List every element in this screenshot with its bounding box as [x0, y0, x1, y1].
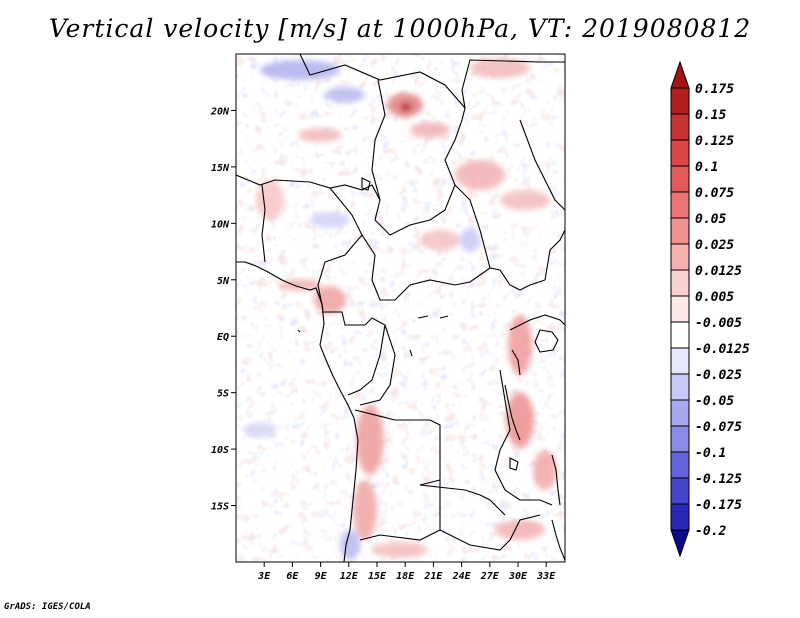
coastlines-and-borders — [236, 54, 565, 562]
colorbar-segment — [670, 477, 690, 505]
lon-tick-label: 9E — [315, 571, 328, 582]
colorbar-label: 0.025 — [695, 238, 734, 253]
border-drc-east — [494, 369, 521, 501]
colorbar-label: -0.05 — [695, 394, 734, 409]
lake-mweru — [509, 457, 519, 471]
colorbar-label: -0.025 — [695, 368, 742, 383]
border-chad-east — [371, 79, 386, 201]
coastline-west-africa — [236, 261, 359, 562]
border-east-lakes — [509, 314, 565, 331]
colorbar-label: -0.175 — [695, 498, 742, 513]
colorbar-label: 0.0125 — [695, 264, 742, 279]
colorbar-segment — [670, 503, 690, 531]
colorbar-label: 0.1 — [695, 160, 718, 175]
map-frame — [235, 53, 566, 563]
border-zambia-south — [359, 480, 441, 541]
border-congo-gabon — [322, 311, 386, 396]
lake-chad — [361, 177, 371, 191]
coastline-east — [551, 519, 565, 561]
border-tz-zambia — [520, 499, 553, 506]
colorbar-label: 0.05 — [695, 212, 726, 227]
colorbar-segment — [670, 373, 690, 401]
lat-tick-label: 15N — [211, 163, 230, 174]
colorbar-label: 0.075 — [695, 186, 734, 201]
border-east-africa — [544, 229, 565, 281]
map-axes: 20N 15N 10N 5N EQ 5S 10S 15S 3E 6E 9E 12E 15E 18E 21E 2… — [210, 106, 556, 582]
colorbar-segment — [670, 191, 690, 219]
colorbar-segment — [670, 139, 690, 167]
colorbar-label: -0.005 — [695, 316, 742, 331]
velocity-anomaly-patches — [244, 58, 557, 560]
lake-malawi — [551, 454, 561, 506]
lake-victoria — [534, 329, 559, 353]
colorbar-segment — [670, 113, 690, 141]
colorbar-label: -0.0125 — [695, 342, 750, 357]
colorbar: 0.175 0.15 0.125 0.1 0.075 0.05 0.025 0.0125 0.0… — [670, 60, 750, 558]
colorbar-segment — [670, 165, 690, 193]
border-horn — [519, 119, 565, 211]
lat-tick-label: EQ — [217, 332, 229, 343]
lat-tick-label: 20N — [210, 106, 230, 117]
lat-tick-label: 5S — [217, 389, 229, 400]
plot-area — [236, 54, 565, 562]
colorbar-segment — [670, 243, 690, 271]
border-cameroon — [317, 187, 363, 311]
map-title: Vertical velocity [m/s] at 1000hPa, VT: … — [48, 14, 752, 43]
colorbar-label: -0.075 — [695, 420, 742, 435]
colorbar-label: -0.2 — [695, 524, 726, 539]
lake-albert — [511, 349, 521, 376]
border-ethiopia — [461, 59, 565, 109]
colorbar-top-arrow — [670, 60, 690, 89]
colorbar-segment — [670, 295, 690, 323]
colorbar-segment — [670, 451, 690, 479]
lon-tick-label: 30E — [508, 571, 528, 582]
border-sahel — [236, 107, 466, 236]
lat-tick-label: 10S — [211, 445, 229, 456]
lon-tick-label: 33E — [536, 571, 556, 582]
border-sudan-south — [454, 184, 491, 269]
lon-tick-label: 18E — [396, 571, 415, 582]
colorbar-segment — [670, 269, 690, 297]
colorbar-label: 0.175 — [695, 82, 734, 97]
river-marks — [297, 315, 449, 357]
colorbar-label: 0.005 — [695, 290, 734, 305]
lake-tanganyika — [504, 384, 521, 441]
colorbar-segment — [670, 321, 690, 349]
lon-tick-label: 12E — [340, 571, 359, 582]
lat-tick-label: 10N — [211, 219, 230, 230]
colorbar-segment — [670, 87, 690, 115]
lon-tick-label: 21E — [423, 571, 443, 582]
colorbar-segment — [670, 399, 690, 427]
lon-tick-label: 6E — [286, 571, 299, 582]
lon-tick-label: 15E — [368, 571, 387, 582]
border-drc-angola — [354, 409, 506, 516]
colorbar-label: -0.1 — [695, 446, 726, 461]
border-north-1 — [299, 54, 466, 109]
colorbar-segment — [670, 347, 690, 375]
colorbar-label: -0.125 — [695, 472, 742, 487]
colorbar-label: 0.125 — [695, 134, 734, 149]
border-nigeria — [261, 184, 266, 263]
border-car — [361, 234, 546, 301]
colorbar-segment — [670, 425, 690, 453]
colorbar-bottom-arrow — [670, 529, 690, 558]
grads-credit: GrADS: IGES/COLA — [4, 602, 91, 612]
velocity-field-speckle — [236, 54, 565, 562]
colorbar-segment — [670, 217, 690, 245]
lon-tick-label: 3E — [257, 571, 271, 582]
lat-tick-label: 5N — [217, 276, 230, 287]
border-drc-congo — [359, 324, 396, 406]
colorbar-label: 0.15 — [695, 108, 726, 123]
border-namibia — [439, 514, 541, 551]
lon-tick-label: 27E — [480, 571, 500, 582]
lat-tick-label: 15S — [211, 502, 229, 513]
lon-tick-label: 24E — [452, 571, 472, 582]
